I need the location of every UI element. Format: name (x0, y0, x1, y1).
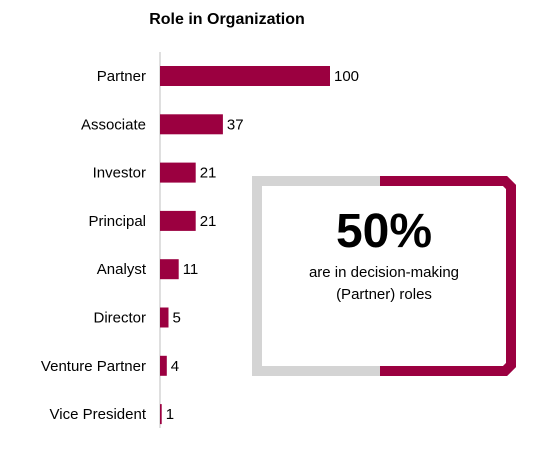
data-label: 37 (227, 116, 244, 133)
data-label: 1 (166, 406, 174, 423)
data-label: 21 (200, 165, 217, 182)
chart-title: Role in Organization (149, 11, 305, 28)
category-label: Associate (81, 116, 146, 133)
callout-percentage: 50% (335, 205, 433, 258)
bar (160, 307, 169, 328)
callout-line-2: (Partner) roles (336, 286, 432, 303)
category-label: Analyst (97, 261, 147, 278)
decision-making-callout: 50% are in decision-making (Partner) rol… (252, 176, 516, 376)
bar (160, 114, 223, 135)
data-label: 5 (173, 310, 181, 327)
callout-frame-accent (380, 176, 516, 376)
data-label: 100 (334, 68, 359, 85)
bar (160, 259, 179, 280)
category-label: Vice President (50, 406, 147, 423)
bar (160, 210, 196, 231)
data-label: 4 (171, 358, 179, 375)
callout-description: are in decision-making (Partner) roles (252, 262, 516, 306)
category-label: Venture Partner (41, 358, 146, 375)
callout-frame (252, 176, 516, 376)
category-label: Director (93, 310, 146, 327)
callout-line-1: are in decision-making (308, 264, 460, 281)
data-label: 21 (200, 213, 217, 230)
data-label: 11 (183, 261, 199, 278)
category-label: Principal (88, 213, 146, 230)
callout-frame-neutral (252, 176, 380, 376)
bar (160, 404, 162, 425)
category-label: Partner (97, 68, 146, 85)
bar (160, 66, 330, 86)
bar (160, 162, 196, 183)
bar (160, 355, 167, 376)
category-label: Investor (93, 165, 146, 182)
